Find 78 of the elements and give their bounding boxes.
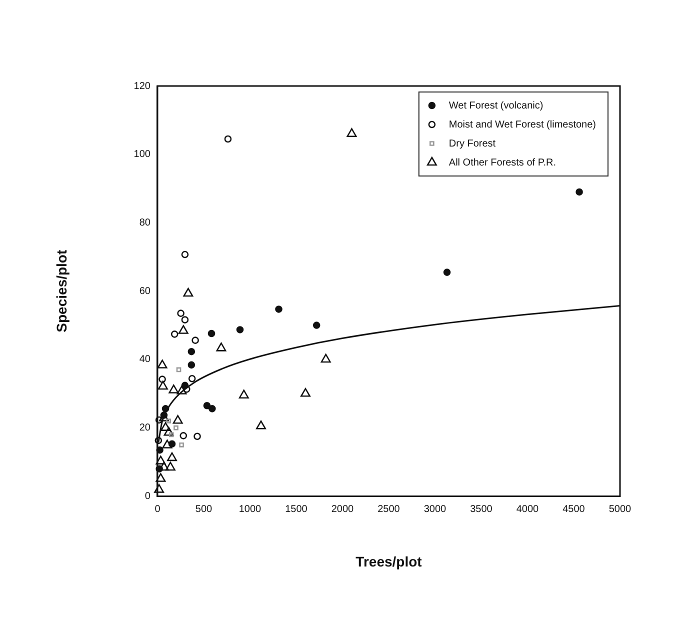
point xyxy=(176,386,187,394)
legend-label: All Other Forests of P.R. xyxy=(448,157,556,168)
point xyxy=(176,367,182,372)
x-tick-label: 2500 xyxy=(378,504,400,515)
point xyxy=(160,422,171,431)
point xyxy=(238,390,249,399)
point xyxy=(165,462,176,471)
x-tick-label: 500 xyxy=(195,504,213,515)
y-tick-label: 120 xyxy=(134,80,151,92)
point xyxy=(188,361,196,369)
y-axis-title: Species/plot xyxy=(53,250,70,332)
legend-label: Moist and Wet Forest (limestone) xyxy=(448,119,596,130)
legend-label: Wet Forest (volcanic) xyxy=(448,100,544,112)
x-tick-label: 1000 xyxy=(238,504,262,515)
point xyxy=(158,376,166,383)
point xyxy=(181,316,189,324)
point xyxy=(180,432,188,440)
point xyxy=(156,473,166,482)
point xyxy=(160,412,168,419)
point xyxy=(216,342,226,352)
x-tick-label: 3000 xyxy=(424,504,447,515)
point xyxy=(256,420,266,430)
x-tick-label: 5000 xyxy=(608,504,632,515)
point xyxy=(174,425,178,430)
point xyxy=(156,465,163,473)
point xyxy=(154,436,162,444)
point xyxy=(188,374,196,382)
point xyxy=(158,380,168,390)
point xyxy=(164,426,174,436)
point xyxy=(179,442,184,448)
point xyxy=(192,336,199,344)
point xyxy=(156,456,166,464)
point xyxy=(178,325,188,334)
point xyxy=(170,330,178,338)
point xyxy=(275,306,282,313)
point xyxy=(155,416,163,424)
point xyxy=(236,326,244,334)
point xyxy=(181,250,189,258)
point xyxy=(181,382,189,390)
y-tick-label: 0 xyxy=(144,490,151,502)
point xyxy=(168,432,174,438)
point xyxy=(576,188,583,196)
x-tick-label: 2000 xyxy=(331,504,354,515)
point xyxy=(166,418,172,424)
point xyxy=(154,484,164,493)
point xyxy=(156,446,164,454)
point xyxy=(312,322,320,329)
legend-label: Dry Forest xyxy=(448,138,496,150)
y-tick-label: 40 xyxy=(139,354,151,366)
point xyxy=(208,330,216,338)
x-tick-label: 3500 xyxy=(470,504,493,515)
point xyxy=(177,310,184,317)
point xyxy=(208,405,216,412)
point xyxy=(300,388,310,397)
point xyxy=(346,128,357,138)
point xyxy=(194,432,201,440)
point xyxy=(203,402,211,410)
point xyxy=(320,354,331,363)
point xyxy=(172,415,183,424)
point xyxy=(188,348,196,356)
y-tick-label: 80 xyxy=(139,217,151,228)
x-tick-label: 4500 xyxy=(562,504,586,515)
point xyxy=(168,384,179,394)
point xyxy=(162,440,172,448)
x-tick-label: 1500 xyxy=(285,504,308,515)
point xyxy=(183,288,194,297)
point xyxy=(167,452,177,462)
point xyxy=(162,405,170,412)
point xyxy=(168,440,176,448)
y-tick-label: 100 xyxy=(134,149,151,160)
x-tick-label: 0 xyxy=(154,504,161,515)
point xyxy=(224,135,232,143)
point xyxy=(157,360,168,368)
x-axis-title: Trees/plot xyxy=(356,553,422,570)
y-tick-label: 20 xyxy=(139,422,151,434)
x-tick-label: 4000 xyxy=(516,504,540,515)
y-tick-label: 60 xyxy=(139,286,151,297)
point xyxy=(443,268,451,276)
